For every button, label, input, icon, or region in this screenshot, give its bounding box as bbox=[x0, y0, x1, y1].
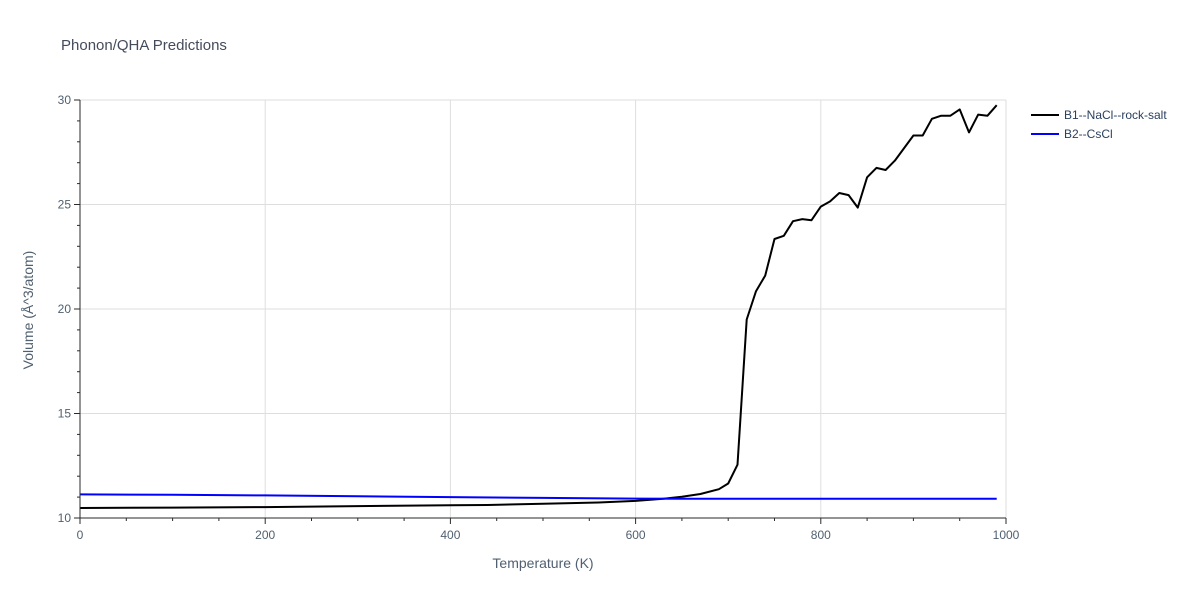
series-line-1 bbox=[79, 493, 997, 500]
x-tick-label: 800 bbox=[811, 528, 831, 542]
x-tick-label: 600 bbox=[626, 528, 646, 542]
y-tick-label: 15 bbox=[58, 407, 72, 421]
legend-item[interactable]: B1--NaCl--rock-salt bbox=[1031, 108, 1167, 122]
axes: 0 200 400 600 800 1000 10 15 20 25 30 bbox=[58, 93, 1020, 542]
grid bbox=[80, 99, 1007, 519]
y-tick-label: 10 bbox=[58, 511, 72, 525]
x-tick-label: 0 bbox=[77, 528, 84, 542]
x-tick-label: 400 bbox=[440, 528, 460, 542]
x-axis-title: Temperature (K) bbox=[492, 555, 593, 571]
legend-item[interactable]: B2--CsCl bbox=[1031, 127, 1113, 141]
x-tick-label: 200 bbox=[255, 528, 275, 542]
y-tick-label: 25 bbox=[58, 198, 72, 212]
y-tick-label: 30 bbox=[58, 93, 72, 107]
y-axis-title: Volume (Å^3/atom) bbox=[20, 251, 36, 370]
legend-label: B1--NaCl--rock-salt bbox=[1064, 108, 1167, 122]
series-lines bbox=[79, 104, 998, 509]
series-line-0 bbox=[79, 104, 998, 509]
chart-title: Phonon/QHA Predictions bbox=[61, 37, 227, 54]
legend-label: B2--CsCl bbox=[1064, 127, 1113, 141]
y-tick-label: 20 bbox=[58, 302, 72, 316]
legend[interactable]: B1--NaCl--rock-salt B2--CsCl bbox=[1031, 108, 1167, 141]
x-tick-label: 1000 bbox=[993, 528, 1020, 542]
